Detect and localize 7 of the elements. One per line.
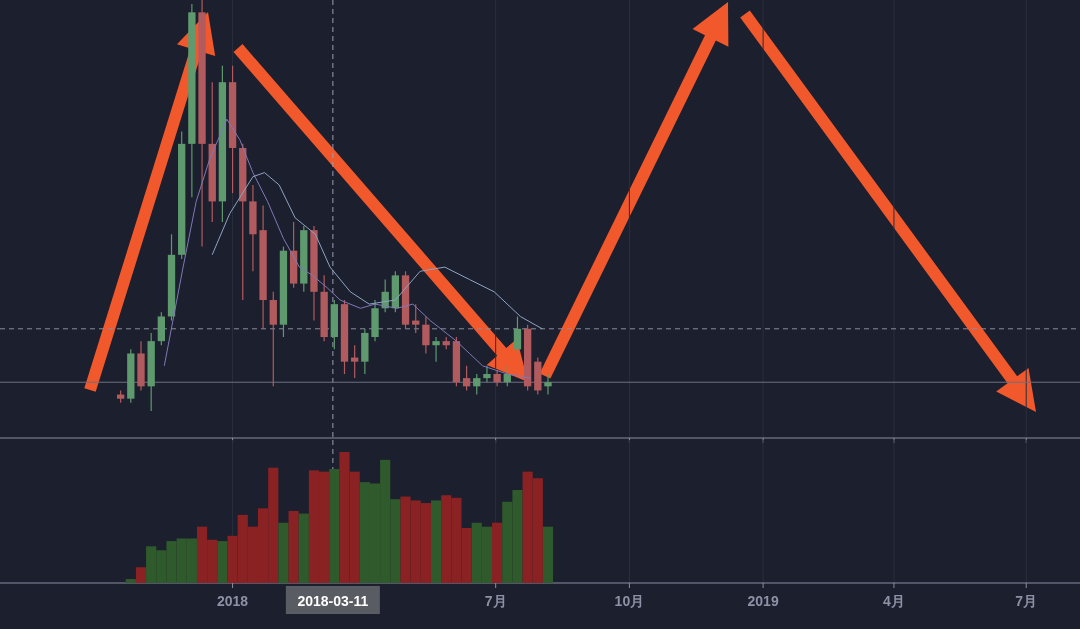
x-tick-label: 4月 [883,593,905,609]
x-tick-label: 10月 [614,593,645,609]
x-tick-label: 2019 [747,593,779,609]
ref-line-label: 2018-03-11 [297,593,369,609]
x-tick-label: 2018 [216,593,249,609]
x-tick-label: 7月 [1015,593,1038,609]
x-tick-label: 7月 [484,593,507,609]
